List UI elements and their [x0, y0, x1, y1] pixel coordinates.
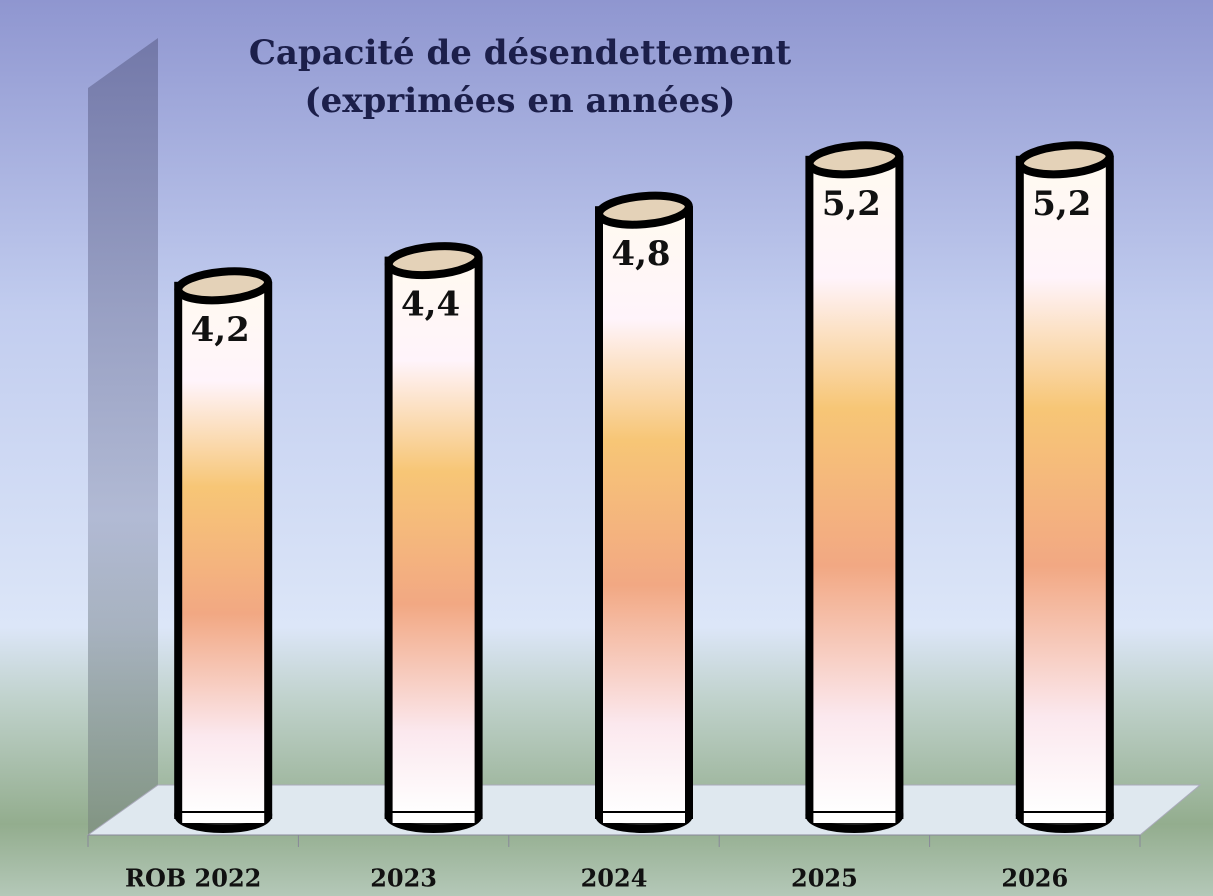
- bar: [595, 206, 693, 819]
- x-tick-label: 2024: [581, 864, 648, 893]
- back-wall: [88, 38, 158, 835]
- x-tick-label: ROB 2022: [125, 864, 261, 893]
- value-label: 4,8: [611, 234, 670, 274]
- cylinder-top: [595, 191, 693, 229]
- bar-fill: [603, 813, 685, 823]
- cylinder-top: [1015, 141, 1114, 179]
- chart-subtitle: (exprimées en années): [305, 81, 736, 121]
- cylinder-top: [384, 242, 483, 280]
- bar-fill: [392, 813, 475, 823]
- bar: [1015, 155, 1114, 820]
- value-label: 4,4: [401, 285, 460, 325]
- chart-title: Capacité de désendettement: [249, 33, 792, 73]
- x-tick-label: 2026: [1001, 864, 1068, 893]
- value-label: 4,2: [191, 310, 250, 350]
- x-tick-label: 2025: [791, 864, 858, 893]
- bar: [384, 256, 483, 820]
- bar-fill: [1023, 813, 1106, 823]
- value-label: 5,2: [1032, 184, 1091, 224]
- x-tick-label: 2023: [370, 864, 437, 893]
- cylinder-top: [805, 141, 904, 179]
- value-label: 5,2: [822, 184, 881, 224]
- bar-fill: [182, 813, 265, 823]
- bar: [805, 155, 904, 820]
- cylinder-top: [174, 267, 273, 305]
- bar: [174, 281, 273, 819]
- bar-fill: [813, 813, 896, 823]
